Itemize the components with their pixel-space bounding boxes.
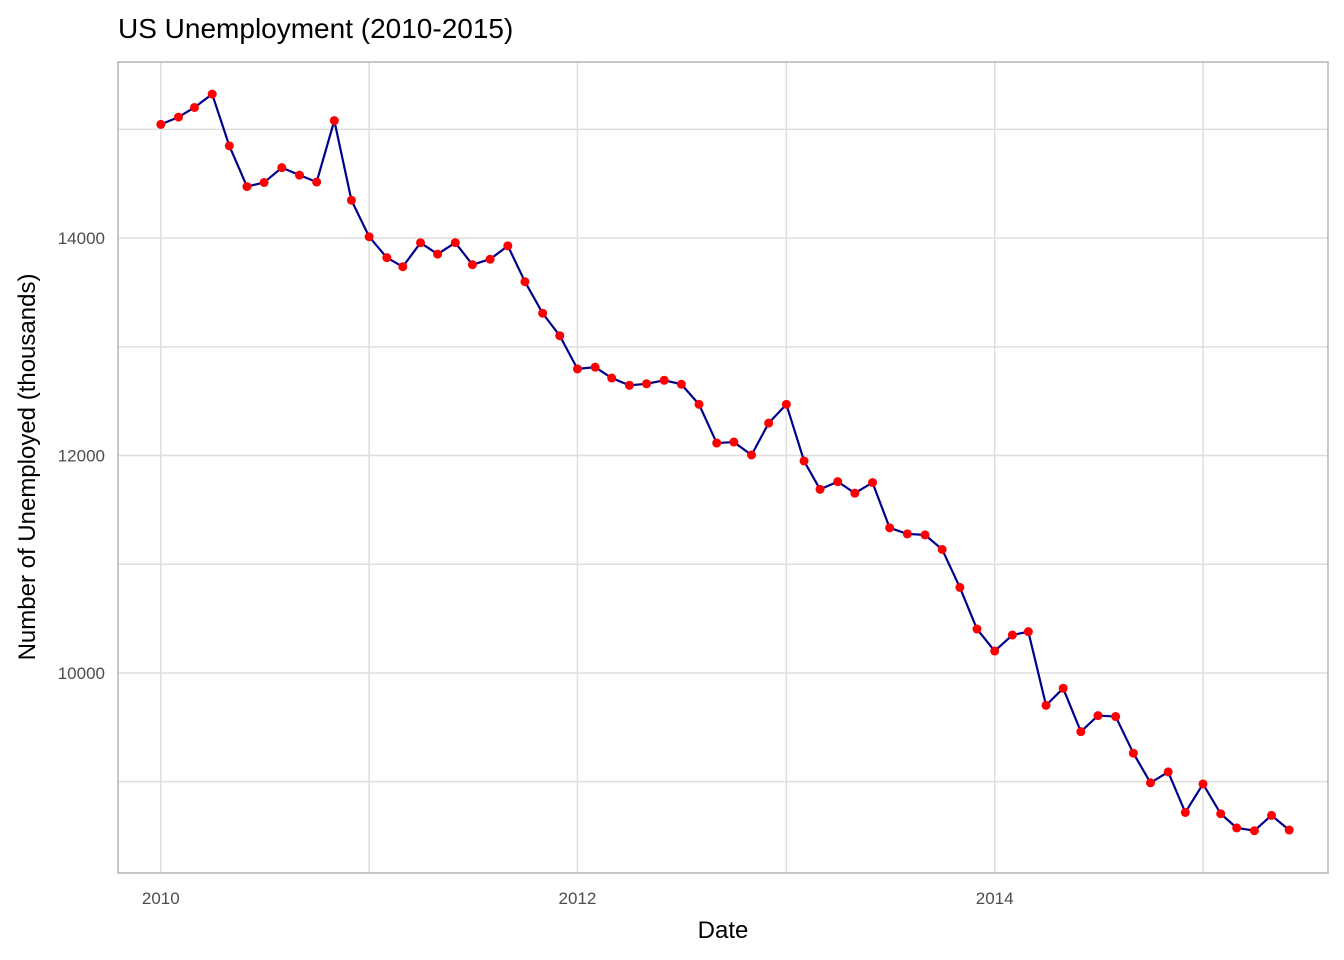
data-point <box>242 182 252 192</box>
data-point <box>729 437 739 447</box>
data-point <box>382 253 392 263</box>
data-point <box>937 544 947 554</box>
data-point <box>1249 826 1259 836</box>
data-point <box>1076 727 1086 737</box>
data-point <box>920 530 930 540</box>
data-point <box>450 238 460 248</box>
grid-lines <box>118 62 1328 873</box>
data-point <box>833 477 843 487</box>
data-point <box>555 331 565 341</box>
data-point <box>1145 778 1155 788</box>
data-point <box>607 373 617 383</box>
x-tick-label: 2014 <box>976 889 1014 908</box>
data-point <box>207 89 217 99</box>
data-point <box>277 163 287 173</box>
data-point <box>1041 700 1051 710</box>
data-point <box>815 484 825 494</box>
data-point <box>364 232 374 242</box>
data-point <box>902 529 912 539</box>
data-point <box>1111 712 1121 722</box>
data-point <box>224 141 234 151</box>
data-point <box>850 488 860 498</box>
data-point <box>1284 825 1294 835</box>
series-line <box>160 92 1290 832</box>
series-layer <box>156 89 1294 836</box>
data-point <box>1023 627 1033 637</box>
data-point <box>156 119 166 129</box>
data-point <box>433 249 443 259</box>
data-point <box>990 646 1000 656</box>
x-tick-label: 2010 <box>142 889 180 908</box>
y-tick-label: 14000 <box>58 229 105 248</box>
data-point <box>799 456 809 466</box>
data-point <box>955 582 965 592</box>
plot-panel-border <box>117 61 1329 874</box>
data-point <box>174 112 183 122</box>
data-point <box>868 478 878 488</box>
data-point <box>747 450 757 460</box>
data-point <box>312 177 322 187</box>
data-point <box>781 399 791 409</box>
data-point <box>1163 767 1173 777</box>
data-point <box>1198 779 1208 789</box>
data-point <box>485 254 495 264</box>
data-point <box>590 362 600 372</box>
data-point <box>1232 823 1242 833</box>
data-point <box>1266 810 1276 820</box>
data-point <box>885 523 895 533</box>
data-point <box>764 418 774 428</box>
data-point <box>520 277 530 287</box>
data-point <box>1180 807 1190 817</box>
data-point <box>538 308 548 318</box>
data-point <box>694 399 704 409</box>
data-point <box>712 438 722 448</box>
data-point <box>659 375 669 385</box>
data-point <box>189 102 199 112</box>
y-axis-title: Number of Unemployed (thousands) <box>14 274 41 661</box>
data-point <box>1128 748 1138 758</box>
data-point <box>572 364 582 374</box>
data-point <box>642 379 652 389</box>
chart-title: US Unemployment (2010-2015) <box>118 13 513 44</box>
data-point <box>259 177 269 187</box>
data-point <box>676 379 686 389</box>
y-tick-label: 12000 <box>58 447 105 466</box>
data-point <box>329 116 339 126</box>
tick-labels: 10000 12000 14000 2010 2012 2014 <box>58 229 1014 908</box>
data-point <box>1216 809 1226 819</box>
data-point <box>416 238 425 248</box>
data-point <box>972 624 982 634</box>
data-point <box>295 170 304 180</box>
y-tick-label: 10000 <box>58 664 105 683</box>
data-point <box>398 262 408 272</box>
x-axis-title: Date <box>698 917 749 944</box>
data-point <box>1093 711 1103 721</box>
data-point <box>1007 630 1017 640</box>
data-point <box>503 241 513 251</box>
data-point <box>1058 683 1068 693</box>
data-point <box>624 380 634 390</box>
data-point <box>467 260 477 270</box>
data-point <box>346 195 356 205</box>
x-tick-label: 2012 <box>559 889 597 908</box>
